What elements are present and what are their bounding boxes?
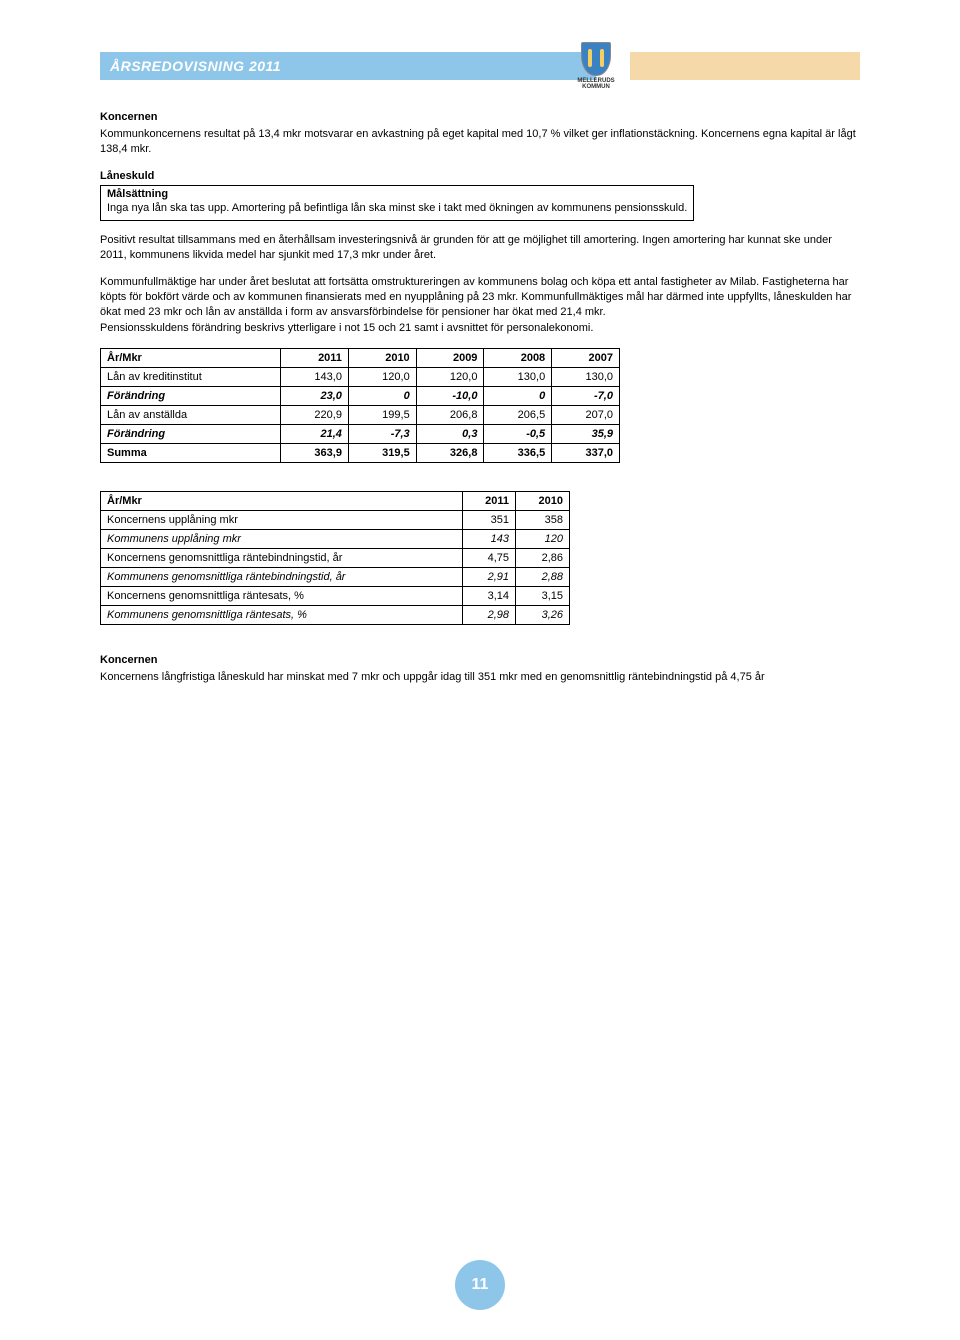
row-label: Lån av anställda xyxy=(101,406,281,425)
cell-value: 130,0 xyxy=(552,368,620,387)
col-year: År/Mkr xyxy=(101,349,281,368)
koncernen-heading: Koncernen xyxy=(100,110,860,125)
interest-table: År/Mkr 2011 2010 Koncernens upplåning mk… xyxy=(100,491,570,625)
cell-value: 3,14 xyxy=(462,587,515,606)
table-row: Koncernens genomsnittliga räntebindnings… xyxy=(101,549,570,568)
col-2010: 2010 xyxy=(516,492,570,511)
row-label: Förändring xyxy=(101,387,281,406)
header-accent-bar xyxy=(630,52,860,80)
table-row: Förändring23,00-10,00-7,0 xyxy=(101,387,620,406)
cell-value: 4,75 xyxy=(462,549,515,568)
cell-value: 336,5 xyxy=(484,444,552,463)
cell-value: 220,9 xyxy=(281,406,349,425)
cell-value: 206,8 xyxy=(416,406,484,425)
col-year: År/Mkr xyxy=(101,492,463,511)
col-2011: 2011 xyxy=(462,492,515,511)
cell-value: 120,0 xyxy=(348,368,416,387)
cell-value: 206,5 xyxy=(484,406,552,425)
cell-value: 0 xyxy=(348,387,416,406)
row-label: Kommunens genomsnittliga räntesats, % xyxy=(101,606,463,625)
kommun-paragraph-2: Pensionsskuldens förändring beskrivs ytt… xyxy=(100,321,860,336)
cell-value: 351 xyxy=(462,511,515,530)
header-title: ÅRSREDOVISNING 2011 xyxy=(110,58,281,74)
page-number: 11 xyxy=(455,1260,505,1310)
laneskuld-heading: Låneskuld xyxy=(100,169,860,184)
row-label: Koncernens upplåning mkr xyxy=(101,511,463,530)
header-title-bar: ÅRSREDOVISNING 2011 xyxy=(100,52,596,80)
table-row: Kommunens upplåning mkr143120 xyxy=(101,530,570,549)
page-header: ÅRSREDOVISNING 2011 MELLERUDS KOMMUN xyxy=(100,40,860,92)
malsattning-text: Inga nya lån ska tas upp. Amortering på … xyxy=(107,201,687,216)
loan-table: År/Mkr 2011 2010 2009 2008 2007 Lån av k… xyxy=(100,348,620,463)
row-label: Summa xyxy=(101,444,281,463)
col-2010: 2010 xyxy=(348,349,416,368)
cell-value: 2,88 xyxy=(516,568,570,587)
cell-value: -7,3 xyxy=(348,425,416,444)
table-row: Summa363,9319,5326,8336,5337,0 xyxy=(101,444,620,463)
table-row: Kommunens genomsnittliga räntebindningst… xyxy=(101,568,570,587)
municipality-logo: MELLERUDS KOMMUN xyxy=(570,40,622,92)
cell-value: 143,0 xyxy=(281,368,349,387)
cell-value: 207,0 xyxy=(552,406,620,425)
cell-value: 2,98 xyxy=(462,606,515,625)
col-2007: 2007 xyxy=(552,349,620,368)
koncernen2-paragraph: Koncernens långfristiga låneskuld har mi… xyxy=(100,670,860,685)
cell-value: -10,0 xyxy=(416,387,484,406)
table-header-row: År/Mkr 2011 2010 xyxy=(101,492,570,511)
row-label: Koncernens genomsnittliga räntesats, % xyxy=(101,587,463,606)
cell-value: 0,3 xyxy=(416,425,484,444)
cell-value: -0,5 xyxy=(484,425,552,444)
table-row: Koncernens genomsnittliga räntesats, %3,… xyxy=(101,587,570,606)
cell-value: 3,26 xyxy=(516,606,570,625)
cell-value: 2,86 xyxy=(516,549,570,568)
positive-result-paragraph: Positivt resultat tillsammans med en åte… xyxy=(100,233,860,263)
cell-value: 319,5 xyxy=(348,444,416,463)
cell-value: 120 xyxy=(516,530,570,549)
row-label: Koncernens genomsnittliga räntebindnings… xyxy=(101,549,463,568)
table-row: Koncernens upplåning mkr351358 xyxy=(101,511,570,530)
cell-value: 199,5 xyxy=(348,406,416,425)
col-2011: 2011 xyxy=(281,349,349,368)
cell-value: 21,4 xyxy=(281,425,349,444)
malsattning-heading: Målsättning xyxy=(107,188,687,200)
logo-text: MELLERUDS KOMMUN xyxy=(577,78,614,90)
shield-icon xyxy=(581,42,611,76)
cell-value: 337,0 xyxy=(552,444,620,463)
cell-value: 120,0 xyxy=(416,368,484,387)
table-row: Kommunens genomsnittliga räntesats, %2,9… xyxy=(101,606,570,625)
table-row: Lån av kreditinstitut143,0120,0120,0130,… xyxy=(101,368,620,387)
col-2008: 2008 xyxy=(484,349,552,368)
cell-value: 130,0 xyxy=(484,368,552,387)
table-header-row: År/Mkr 2011 2010 2009 2008 2007 xyxy=(101,349,620,368)
goal-box: Målsättning Inga nya lån ska tas upp. Am… xyxy=(100,185,694,221)
cell-value: 363,9 xyxy=(281,444,349,463)
table-row: Lån av anställda220,9199,5206,8206,5207,… xyxy=(101,406,620,425)
cell-value: 2,91 xyxy=(462,568,515,587)
cell-value: -7,0 xyxy=(552,387,620,406)
cell-value: 0 xyxy=(484,387,552,406)
row-label: Lån av kreditinstitut xyxy=(101,368,281,387)
cell-value: 23,0 xyxy=(281,387,349,406)
col-2009: 2009 xyxy=(416,349,484,368)
row-label: Kommunens genomsnittliga räntebindningst… xyxy=(101,568,463,587)
row-label: Förändring xyxy=(101,425,281,444)
logo-line2: KOMMUN xyxy=(582,84,610,90)
table-row: Förändring21,4-7,30,3-0,535,9 xyxy=(101,425,620,444)
cell-value: 358 xyxy=(516,511,570,530)
cell-value: 3,15 xyxy=(516,587,570,606)
kommun-paragraph-1: Kommunfullmäktige har under året besluta… xyxy=(100,275,860,320)
cell-value: 143 xyxy=(462,530,515,549)
cell-value: 326,8 xyxy=(416,444,484,463)
koncernen-paragraph: Kommunkoncernens resultat på 13,4 mkr mo… xyxy=(100,127,860,157)
koncernen2-heading: Koncernen xyxy=(100,653,860,668)
row-label: Kommunens upplåning mkr xyxy=(101,530,463,549)
cell-value: 35,9 xyxy=(552,425,620,444)
